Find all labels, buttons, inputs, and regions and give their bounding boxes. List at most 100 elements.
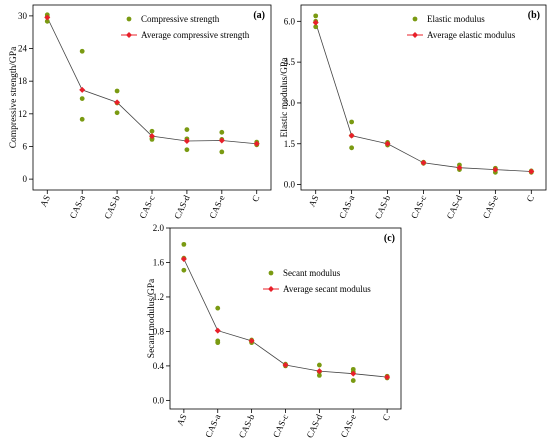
x-tick-label: CAS-e xyxy=(339,413,358,439)
average-point xyxy=(214,327,221,334)
specimen-point xyxy=(219,129,225,135)
specimen-point xyxy=(349,145,355,151)
average-point xyxy=(183,138,190,145)
average-point xyxy=(149,133,155,140)
specimen-point xyxy=(149,128,155,134)
x-tick-label: AS xyxy=(38,194,52,209)
specimen-point xyxy=(79,48,85,54)
x-tick-label: CAS-b xyxy=(373,193,393,220)
average-point xyxy=(218,137,225,144)
average-point xyxy=(44,14,51,21)
x-tick-label: C xyxy=(525,194,537,204)
y-tick-label: 4.5 xyxy=(284,57,296,67)
specimen-point xyxy=(349,119,355,125)
average-point xyxy=(316,368,323,375)
average-point xyxy=(350,370,357,377)
x-tick-label: CAS-a xyxy=(68,194,87,220)
average-point xyxy=(384,140,391,147)
specimen-point xyxy=(313,24,319,30)
average-point xyxy=(114,99,121,106)
y-tick-label: 2.0 xyxy=(153,223,165,233)
y-tick-label: 1.5 xyxy=(284,139,296,149)
x-tick-label: AS xyxy=(175,413,189,428)
y-tick-label: 6 xyxy=(23,141,28,151)
legend-average-marker xyxy=(126,32,132,38)
y-axis-title: Elastic modulus/GPa xyxy=(280,57,290,138)
average-point xyxy=(348,132,355,139)
specimen-point xyxy=(181,241,187,247)
legend-average-label: Average elastic modulus xyxy=(427,30,516,40)
average-point xyxy=(492,166,499,173)
legend-specimen-label: Elastic modulus xyxy=(427,14,485,24)
average-point xyxy=(312,19,319,26)
y-tick-label: 1.6 xyxy=(153,257,165,267)
specimen-point xyxy=(350,378,356,383)
x-tick-label: CAS-c xyxy=(271,413,290,439)
x-tick-label: CAS-d xyxy=(445,193,465,220)
y-tick-label: 12 xyxy=(18,109,27,119)
panel-tag: (a) xyxy=(253,10,265,21)
legend-specimen-marker xyxy=(126,16,132,22)
x-tick-label: CAS-a xyxy=(203,413,222,439)
specimen-point xyxy=(44,18,50,24)
x-tick-label: CAS-c xyxy=(409,194,428,220)
chart-panel-a: 0 6 12 18 24 30 AS CAS-a CAS-b CAS-c CAS-d CAS-e C Co… xyxy=(9,4,272,221)
y-tick-label: 0.8 xyxy=(153,326,165,336)
x-tick-label: C xyxy=(250,194,262,204)
specimen-point xyxy=(79,96,85,101)
x-tick-label: AS xyxy=(307,194,321,209)
x-tick-label: CAS-e xyxy=(481,194,500,220)
legend-average-label: Average secant modulus xyxy=(283,284,371,294)
x-tick-label: CAS-d xyxy=(305,412,325,439)
legend-specimen-marker xyxy=(412,16,418,22)
y-tick-label: 24 xyxy=(18,44,28,54)
legend-average-marker xyxy=(268,286,274,292)
panel-tag: (b) xyxy=(528,10,540,21)
x-tick-label: CAS-c xyxy=(137,194,156,220)
legend-specimen-label: Secant modulus xyxy=(283,268,341,278)
y-tick-label: 0.0 xyxy=(284,180,296,190)
y-tick-label: 3.0 xyxy=(284,98,296,108)
average-point xyxy=(456,164,463,171)
average-point xyxy=(253,140,260,147)
legend-specimen-label: Compressive strength xyxy=(141,14,220,24)
specimen-point xyxy=(114,110,120,116)
y-tick-label: 0.0 xyxy=(153,395,165,405)
specimen-point xyxy=(316,362,322,368)
average-point xyxy=(528,168,535,175)
x-tick-label: C xyxy=(380,413,392,423)
y-axis-title: Compressive strength/GPa xyxy=(9,46,19,148)
legend: Compressive strength Average compressive … xyxy=(121,14,250,40)
chart-panel-c: 0.0 0.4 0.8 1.2 1.6 2.0 AS CAS-a CAS-b CAS-c CAS-d… xyxy=(147,223,402,440)
y-tick-label: 1.2 xyxy=(153,292,164,302)
specimen-point xyxy=(184,127,190,133)
average-point xyxy=(180,256,187,263)
chart-panel-b: 0.0 1.5 3.0 4.5 6.0 AS CAS-a CAS-b CAS-c CAS-d CAS… xyxy=(280,4,547,221)
specimen-point xyxy=(215,305,221,311)
legend: Secant modulus Average secant modulus xyxy=(263,268,371,294)
x-tick-label: CAS-a xyxy=(337,194,356,220)
average-point xyxy=(420,159,427,166)
legend: Elastic modulus Average elastic modulus xyxy=(407,14,516,40)
legend-specimen-marker xyxy=(268,270,274,276)
panel-tag: (c) xyxy=(384,233,395,244)
x-tick-label: CAS-d xyxy=(172,193,192,220)
specimen-point xyxy=(181,267,187,273)
plot-frame xyxy=(169,227,402,410)
specimen-point xyxy=(149,136,155,142)
specimen-point xyxy=(114,88,120,94)
y-tick-label: 6.0 xyxy=(284,16,296,26)
y-axis-title: Secant modulus/GPa xyxy=(147,278,157,358)
y-tick-label: 0.4 xyxy=(153,361,165,371)
average-point xyxy=(282,362,289,369)
average-point xyxy=(79,86,86,93)
x-tick-label: CAS-b xyxy=(102,193,122,220)
specimen-point xyxy=(184,147,190,153)
average-series-line xyxy=(315,22,532,172)
average-point xyxy=(384,374,391,381)
specimen-point xyxy=(313,13,319,19)
y-tick-label: 0 xyxy=(23,174,28,184)
average-point xyxy=(248,337,255,344)
specimen-point xyxy=(316,372,322,378)
